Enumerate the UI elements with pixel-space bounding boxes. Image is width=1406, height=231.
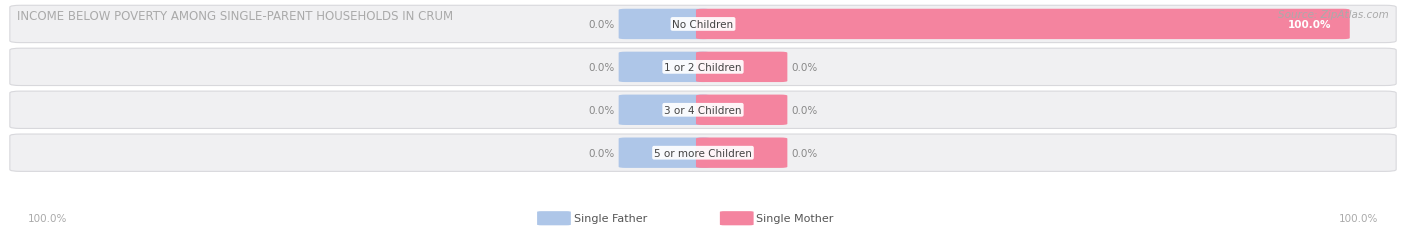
FancyBboxPatch shape: [696, 52, 787, 83]
FancyBboxPatch shape: [696, 138, 787, 168]
FancyBboxPatch shape: [10, 92, 1396, 129]
Text: 0.0%: 0.0%: [588, 105, 614, 115]
FancyBboxPatch shape: [619, 52, 710, 83]
Text: 1 or 2 Children: 1 or 2 Children: [664, 63, 742, 73]
Text: 5 or more Children: 5 or more Children: [654, 148, 752, 158]
FancyBboxPatch shape: [10, 49, 1396, 86]
Text: 0.0%: 0.0%: [792, 148, 818, 158]
Text: 0.0%: 0.0%: [792, 63, 818, 73]
FancyBboxPatch shape: [619, 10, 710, 40]
Text: 3 or 4 Children: 3 or 4 Children: [664, 105, 742, 115]
FancyBboxPatch shape: [720, 211, 754, 225]
Text: 0.0%: 0.0%: [588, 148, 614, 158]
Text: No Children: No Children: [672, 20, 734, 30]
Text: INCOME BELOW POVERTY AMONG SINGLE-PARENT HOUSEHOLDS IN CRUM: INCOME BELOW POVERTY AMONG SINGLE-PARENT…: [17, 10, 453, 23]
Text: Single Mother: Single Mother: [756, 213, 834, 223]
Text: 0.0%: 0.0%: [792, 105, 818, 115]
FancyBboxPatch shape: [619, 138, 710, 168]
FancyBboxPatch shape: [10, 134, 1396, 172]
FancyBboxPatch shape: [537, 211, 571, 225]
Text: 100.0%: 100.0%: [28, 213, 67, 223]
FancyBboxPatch shape: [619, 95, 710, 125]
Text: 100.0%: 100.0%: [1339, 213, 1378, 223]
Text: Source: ZipAtlas.com: Source: ZipAtlas.com: [1278, 10, 1389, 20]
Text: 0.0%: 0.0%: [588, 63, 614, 73]
FancyBboxPatch shape: [696, 95, 787, 125]
FancyBboxPatch shape: [696, 10, 1350, 40]
Text: Single Father: Single Father: [574, 213, 647, 223]
FancyBboxPatch shape: [10, 6, 1396, 43]
Text: 100.0%: 100.0%: [1288, 20, 1331, 30]
Text: 0.0%: 0.0%: [588, 20, 614, 30]
